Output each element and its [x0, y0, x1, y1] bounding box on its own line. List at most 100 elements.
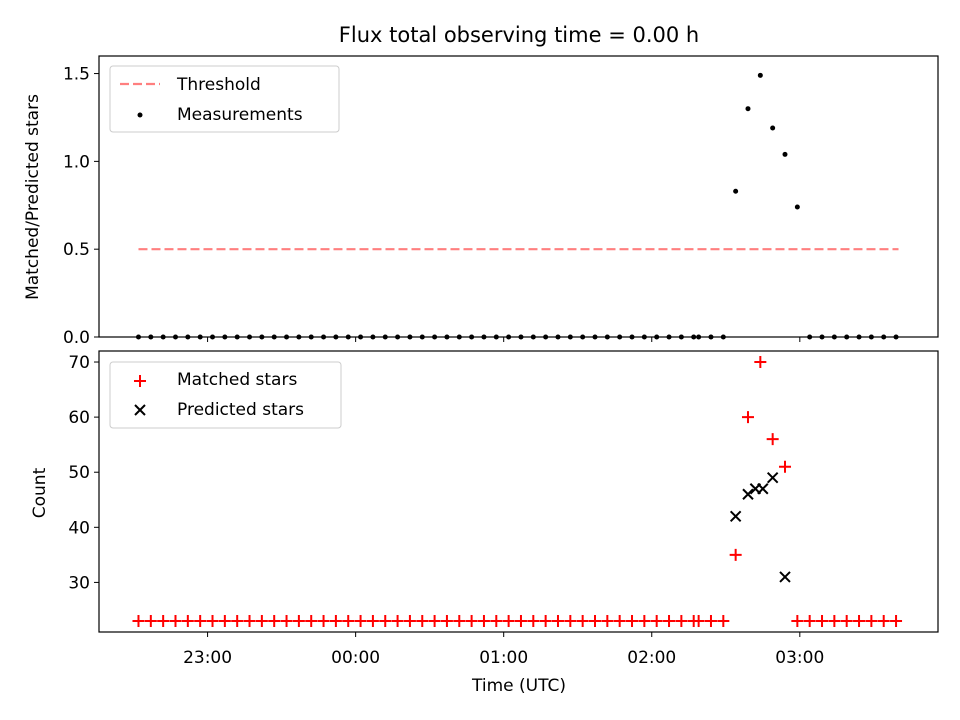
legend-measurements-label: Measurements — [177, 105, 303, 125]
matched-star-point — [416, 614, 429, 627]
top-y-tick-label: 0.5 — [63, 240, 90, 260]
matched-star-point — [502, 614, 515, 627]
matched-star-point — [440, 614, 453, 627]
matched-star-point — [626, 614, 639, 627]
matched-star-point — [890, 614, 903, 627]
bottom-y-tick-label: 50 — [68, 463, 90, 483]
matched-star-point — [828, 614, 841, 627]
measurement-point — [745, 106, 751, 112]
matched-star-point — [613, 614, 626, 627]
matched-star-point — [403, 614, 416, 627]
predicted-star-point — [766, 472, 779, 484]
matched-star-point — [490, 614, 503, 627]
matched-star-point — [865, 614, 878, 627]
matched-star-point — [157, 614, 170, 627]
matched-star-point — [779, 460, 792, 473]
bottom-plot-area: 30 40 50 60 70 23:00 00:00 01:00 02:00 03:00 — [68, 353, 903, 668]
measurement-point — [770, 125, 776, 131]
matched-star-point — [877, 614, 890, 627]
matched-star-point — [717, 614, 730, 627]
matched-star-point — [317, 614, 330, 627]
matched-star-point — [816, 614, 829, 627]
legend-predicted-label: Predicted stars — [177, 400, 304, 420]
matched-star-point — [342, 614, 355, 627]
bottom-axes-frame — [98, 350, 939, 633]
bottom-y-axis-label: Count — [30, 467, 50, 518]
matched-star-point — [280, 614, 293, 627]
matched-star-point — [194, 614, 207, 627]
top-legend-box — [109, 65, 340, 133]
chart-title: Flux total observing time = 0.00 h — [339, 23, 699, 47]
predicted-star-point — [742, 488, 754, 500]
legend-matched-swatch — [134, 375, 146, 387]
matched-star-point — [391, 614, 404, 627]
matched-star-point — [255, 614, 268, 627]
legend-predicted-swatch — [134, 404, 146, 416]
bottom-legend: Matched stars Predicted stars — [109, 361, 342, 429]
matched-star-point — [588, 614, 601, 627]
matched-star-point — [741, 411, 754, 424]
x-tick-label: 23:00 — [183, 648, 232, 668]
matched-star-point — [638, 614, 651, 627]
matched-star-point — [766, 433, 779, 446]
top-y-axis-label: Matched/Predicted stars — [23, 94, 43, 300]
matched-star-point — [791, 614, 804, 627]
matched-star-point — [305, 614, 318, 627]
top-axes-frame — [98, 55, 939, 338]
matched-star-point — [663, 614, 676, 627]
matched-star-point — [754, 356, 767, 369]
top-y-tick-label: 1.5 — [63, 65, 90, 85]
measurement-point — [757, 72, 763, 78]
matched-star-point — [329, 614, 342, 627]
matched-star-point — [527, 614, 540, 627]
legend-threshold-label: Threshold — [176, 75, 261, 95]
matched-star-point — [453, 614, 466, 627]
matched-star-point — [840, 614, 853, 627]
bottom-legend-box — [109, 361, 342, 429]
measurement-point — [733, 188, 739, 194]
predicted-star-point — [779, 571, 791, 583]
top-legend: Threshold Measurements — [109, 65, 340, 133]
matched-star-point — [169, 614, 182, 627]
matched-star-point — [379, 614, 392, 627]
measurement-point — [794, 204, 800, 210]
matched-star-point — [576, 614, 589, 627]
bottom-y-tick-label: 30 — [68, 573, 90, 593]
predicted-star-point — [729, 510, 742, 523]
matched-star-point — [206, 614, 219, 627]
matched-star-point — [132, 614, 145, 627]
predicted-star-point — [757, 483, 769, 495]
matched-star-point — [268, 614, 281, 627]
measurement-point — [782, 151, 788, 157]
matched-star-point — [292, 614, 305, 627]
legend-measurements-swatch — [137, 112, 143, 118]
x-axis-label: Time (UTC) — [471, 676, 566, 696]
x-tick-label: 02:00 — [627, 648, 676, 668]
x-tick-label: 03:00 — [775, 648, 824, 668]
matched-star-point — [729, 548, 742, 561]
bottom-y-tick-label: 70 — [68, 353, 90, 373]
matched-star-point — [354, 614, 367, 627]
top-y-tick-label: 0.0 — [63, 328, 90, 348]
top-y-tick-label: 1.0 — [63, 152, 90, 172]
matched-star-point — [231, 614, 244, 627]
matched-star-point — [144, 614, 157, 627]
matched-star-point — [465, 614, 478, 627]
x-tick-label: 01:00 — [479, 648, 528, 668]
matched-star-point — [366, 614, 379, 627]
matched-star-point — [692, 614, 705, 627]
legend-matched-label: Matched stars — [177, 370, 297, 390]
matched-star-point — [704, 614, 717, 627]
matched-star-point — [181, 614, 194, 627]
matched-star-point — [564, 614, 577, 627]
matched-star-point — [853, 614, 866, 627]
matched-star-point — [477, 614, 490, 627]
matched-star-point — [218, 614, 231, 627]
matched-star-point — [551, 614, 564, 627]
matched-star-point — [803, 614, 816, 627]
matched-star-point — [428, 614, 441, 627]
matched-star-point — [675, 614, 688, 627]
x-tick-label: 00:00 — [331, 648, 380, 668]
bottom-y-tick-label: 40 — [68, 518, 90, 538]
